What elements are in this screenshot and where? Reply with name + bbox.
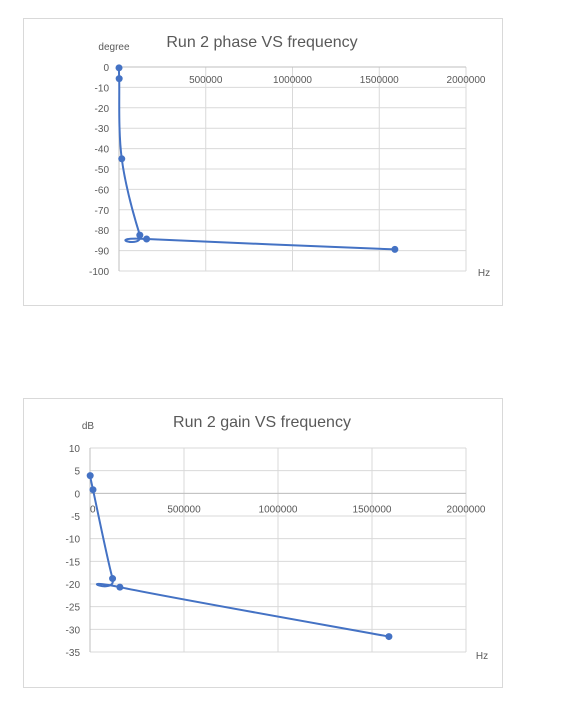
gain-chart-plot: Run 2 gain VS frequency dB Hz 10 5 0 -5 -10 -… [66,414,489,662]
y-tick-label: -50 [95,165,110,176]
y-axis-label: degree [98,42,130,53]
data-point [143,235,151,243]
x-tick-label: 1500000 [360,75,399,86]
data-point [89,486,97,494]
chart-title: Run 2 gain VS frequency [173,414,351,431]
y-tick-label: -80 [95,226,110,237]
data-point [116,583,124,591]
x-tick-label: 1000000 [273,75,312,86]
y-tick-label: -35 [66,648,81,659]
gain-chart: Run 2 gain VS frequency dB Hz 10 5 0 -5 -10 -… [23,398,503,688]
y-tick-label: -5 [71,512,80,523]
y-tick-label: -20 [95,104,110,115]
x-tick-label: 2000000 [447,504,486,515]
y-tick-label: -100 [89,267,109,278]
y-tick-label: 0 [74,489,80,500]
y-tick-label: 0 [103,63,109,74]
x-tick-label: 2000000 [447,75,486,86]
y-tick-label: -30 [95,124,110,135]
y-tick-label: -70 [95,206,110,217]
data-point [391,245,399,253]
x-tick-label: 500000 [189,75,223,86]
data-point [115,64,123,72]
x-axis-label: Hz [478,268,490,279]
y-tick-label: -60 [95,185,110,196]
y-tick-label: -25 [66,603,81,614]
y-tick-label: -90 [95,247,110,258]
y-tick-label: -30 [66,625,81,636]
data-point [118,155,126,163]
y-tick-label: -10 [95,83,110,94]
data-point [109,575,117,583]
phase-chart-plot: Run 2 phase VS frequency degree Hz 0 -10 -… [89,34,490,279]
data-point [86,472,94,480]
data-point [115,75,123,83]
y-tick-label: -10 [66,535,81,546]
phase-chart: Run 2 phase VS frequency degree Hz 0 -10 -… [23,18,503,306]
x-tick-label: 1000000 [259,504,298,515]
y-tick-label: 10 [69,444,81,455]
series-line [117,66,395,251]
y-axis-label: dB [82,421,95,432]
x-axis-label: Hz [476,651,488,662]
y-tick-label: 5 [74,467,80,478]
x-tick-label: 1500000 [353,504,392,515]
x-tick-label: 0 [90,504,96,515]
data-point [385,633,393,641]
data-point [136,231,144,239]
y-tick-label: -40 [95,145,110,156]
series-line [89,475,390,638]
x-tick-label: 500000 [167,504,201,515]
y-tick-label: -20 [66,580,81,591]
chart-title: Run 2 phase VS frequency [166,34,357,51]
y-tick-label: -15 [66,557,81,568]
